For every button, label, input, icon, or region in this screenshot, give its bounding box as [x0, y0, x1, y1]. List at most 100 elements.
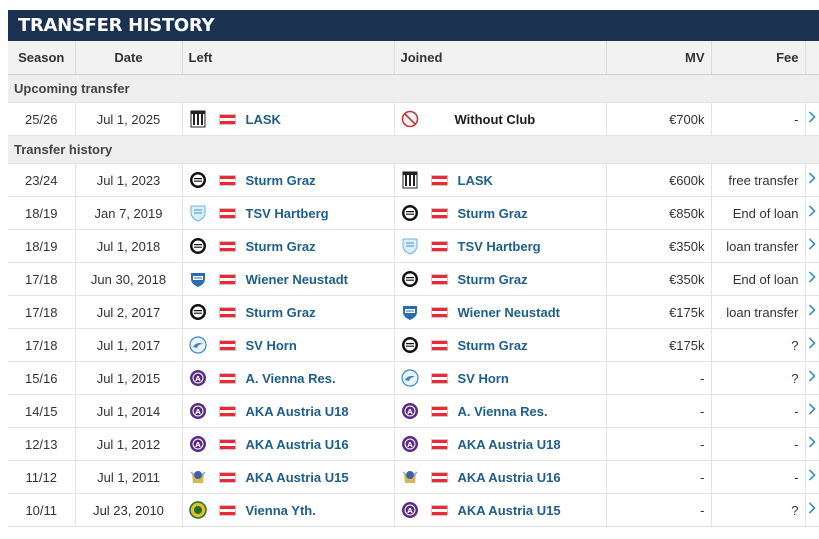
joined-club[interactable]: SV Horn: [400, 369, 600, 387]
sturm-graz-crest-icon[interactable]: [189, 171, 207, 189]
joined-club-name[interactable]: AKA Austria U18: [457, 436, 561, 452]
vienna-youth-crest-icon[interactable]: [188, 501, 207, 519]
joined-club-name[interactable]: AKA Austria U16: [457, 469, 561, 485]
market-value-cell: -: [606, 493, 712, 527]
joined-club-name[interactable]: Sturm Graz: [457, 271, 528, 287]
sturm-graz-crest-icon[interactable]: [189, 303, 207, 321]
austria-flag-icon: [218, 207, 236, 219]
sturm-graz-crest-icon[interactable]: [189, 237, 207, 255]
joined-club[interactable]: TSV Hartberg: [401, 237, 600, 255]
austria-vienna-crest-icon[interactable]: A: [189, 369, 207, 387]
left-club[interactable]: A A. Vienna Res.: [189, 369, 388, 387]
left-club[interactable]: LASK: [189, 110, 388, 128]
lask-crest-icon[interactable]: [189, 110, 207, 128]
left-club-name[interactable]: AKA Austria U15: [245, 469, 349, 485]
sv-horn-crest-icon[interactable]: [400, 369, 419, 387]
joined-club-name[interactable]: LASK: [457, 172, 493, 188]
expand-arrow-icon[interactable]: [805, 361, 819, 395]
left-club-name[interactable]: AKA Austria U18: [245, 403, 349, 419]
lask-crest-icon[interactable]: [401, 171, 419, 189]
left-club-name[interactable]: A. Vienna Res.: [245, 370, 336, 386]
left-club-name[interactable]: TSV Hartberg: [245, 205, 329, 221]
joined-club[interactable]: LASK: [401, 171, 600, 189]
left-club-name[interactable]: LASK: [245, 111, 281, 127]
joined-club-name[interactable]: AKA Austria U15: [457, 502, 561, 518]
expand-arrow-icon[interactable]: [805, 328, 819, 362]
tsv-hartberg-crest-icon[interactable]: [401, 237, 419, 255]
expand-arrow-icon[interactable]: [805, 229, 819, 263]
austria-vienna-crest-icon[interactable]: A: [189, 402, 207, 420]
austria-vienna-crest-icon[interactable]: A: [401, 402, 419, 420]
section-transfer-history: Transfer history: [8, 135, 819, 164]
joined-club[interactable]: Sturm Graz: [401, 336, 600, 354]
left-club[interactable]: Sturm Graz: [189, 237, 388, 255]
sturm-graz-crest-icon[interactable]: [401, 270, 419, 288]
left-club-name[interactable]: Wiener Neustadt: [245, 271, 348, 287]
tsv-hartberg-crest-icon[interactable]: [189, 204, 207, 222]
no-club-icon: [401, 110, 419, 128]
joined-club-name[interactable]: TSV Hartberg: [457, 238, 541, 254]
sv-horn-crest-icon[interactable]: [188, 336, 207, 354]
left-club[interactable]: Sturm Graz: [189, 171, 388, 189]
left-club-name[interactable]: Sturm Graz: [245, 238, 316, 254]
fee-cell: ?: [711, 493, 806, 527]
sturm-graz-crest-icon[interactable]: [401, 336, 419, 354]
transfer-row: 18/19 Jan 7, 2019 TSV Hartberg Sturm Graz €8…: [8, 196, 819, 230]
wiener-neustadt-crest-icon[interactable]: [189, 270, 207, 288]
joined-club[interactable]: Wiener Neustadt: [401, 303, 600, 321]
left-club-name[interactable]: AKA Austria U16: [245, 436, 349, 452]
joined-club-name[interactable]: Sturm Graz: [457, 205, 528, 221]
joined-club[interactable]: Sturm Graz: [401, 204, 600, 222]
joined-club[interactable]: A AKA Austria U18: [401, 435, 600, 453]
austria-vienna-crest-icon[interactable]: A: [401, 435, 419, 453]
left-club-name[interactable]: Sturm Graz: [245, 304, 316, 320]
austria-flag-icon: [218, 438, 236, 450]
joined-club[interactable]: Sturm Graz: [401, 270, 600, 288]
austria-vienna-crest-icon[interactable]: A: [189, 435, 207, 453]
joined-club[interactable]: A A. Vienna Res.: [401, 402, 600, 420]
joined-club[interactable]: A AKA Austria U15: [401, 501, 600, 519]
expand-arrow-icon[interactable]: [805, 295, 819, 329]
left-club-name[interactable]: SV Horn: [245, 337, 297, 353]
expand-arrow-icon[interactable]: [805, 262, 819, 296]
aka-austria-u15-crest-icon[interactable]: [189, 468, 207, 486]
transfer-row: 25/26 Jul 1, 2025 LASK Without Club €700k -: [8, 102, 819, 136]
left-club[interactable]: TSV Hartberg: [189, 204, 388, 222]
left-club[interactable]: AKA Austria U15: [189, 468, 388, 486]
column-header-joined: Joined: [394, 41, 607, 75]
joined-club-name[interactable]: Wiener Neustadt: [457, 304, 560, 320]
left-club-name[interactable]: Vienna Yth.: [245, 502, 316, 518]
expand-arrow-icon[interactable]: [805, 196, 819, 230]
fee-cell: loan transfer: [711, 229, 806, 263]
transfer-row: 18/19 Jul 1, 2018 Sturm Graz TSV Hartberg €3…: [8, 229, 819, 263]
left-club-cell: Sturm Graz: [182, 229, 395, 263]
austria-flag-icon: [218, 339, 236, 351]
expand-arrow-icon[interactable]: [805, 460, 819, 494]
left-club[interactable]: Wiener Neustadt: [189, 270, 388, 288]
left-club[interactable]: SV Horn: [188, 336, 388, 354]
expand-arrow-icon[interactable]: [805, 163, 819, 197]
left-club[interactable]: Sturm Graz: [189, 303, 388, 321]
austria-vienna-crest-icon[interactable]: A: [401, 501, 419, 519]
joined-club[interactable]: AKA Austria U16: [401, 468, 600, 486]
austria-flag-icon: [218, 273, 236, 285]
left-club-name[interactable]: Sturm Graz: [245, 172, 316, 188]
joined-club-name[interactable]: A. Vienna Res.: [457, 403, 548, 419]
left-club-cell: Wiener Neustadt: [182, 262, 395, 296]
joined-club-name[interactable]: SV Horn: [457, 370, 509, 386]
wiener-neustadt-crest-icon[interactable]: [401, 303, 419, 321]
left-club[interactable]: A AKA Austria U16: [189, 435, 388, 453]
aka-austria-u16-crest-icon[interactable]: [401, 468, 419, 486]
sturm-graz-crest-icon[interactable]: [401, 204, 419, 222]
expand-arrow-icon[interactable]: [805, 394, 819, 428]
joined-club-cell: LASK: [394, 163, 607, 197]
left-club[interactable]: A AKA Austria U18: [189, 402, 388, 420]
transfer-history-panel: TRANSFER HISTORY Season Date Left Joined…: [8, 10, 819, 527]
expand-arrow-icon[interactable]: [805, 493, 819, 527]
joined-club-name[interactable]: Sturm Graz: [457, 337, 528, 353]
market-value-cell: €350k: [606, 262, 712, 296]
left-club[interactable]: Vienna Yth.: [188, 501, 388, 519]
expand-arrow-icon[interactable]: [805, 427, 819, 461]
date-cell: Jan 7, 2019: [75, 196, 183, 230]
expand-arrow-icon[interactable]: [805, 102, 819, 136]
